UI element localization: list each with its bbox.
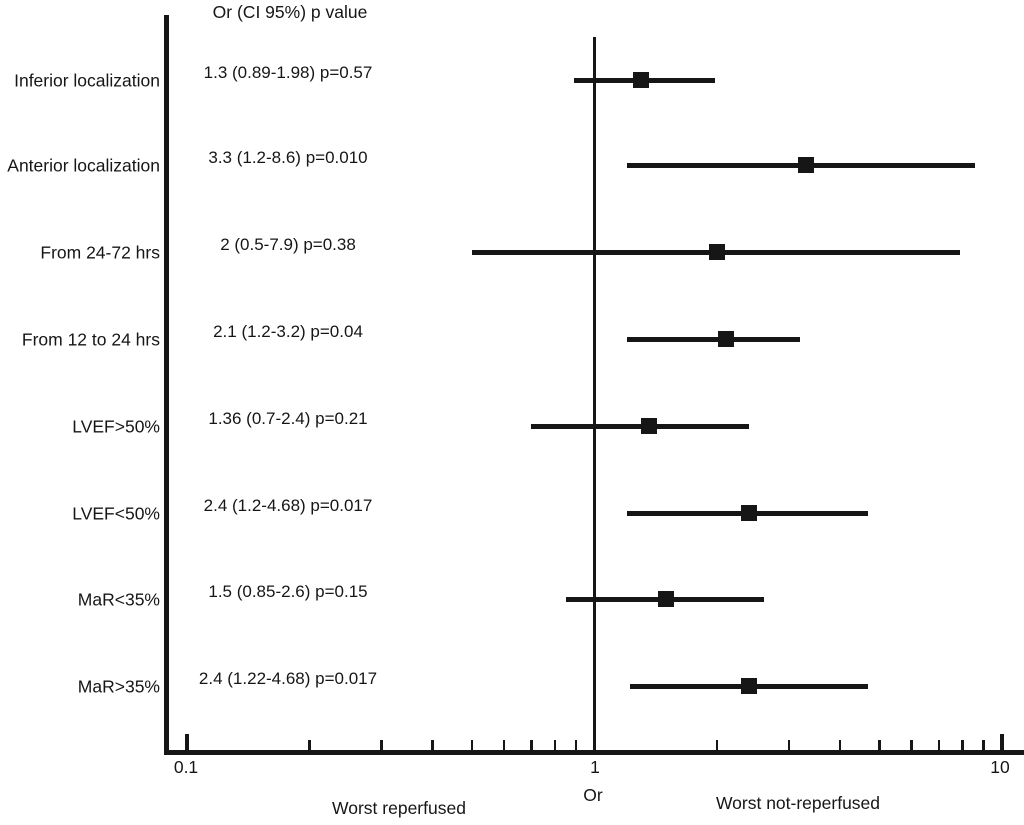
axis-minor-tick <box>937 740 941 751</box>
or-ci-p-text: 1.36 (0.7-2.4) p=0.21 <box>208 409 368 428</box>
direction-label-left: Worst reperfused <box>332 798 466 818</box>
or-marker <box>640 418 657 434</box>
axis-minor-tick <box>470 740 474 751</box>
or-marker <box>632 72 649 88</box>
row-label: MaR>35% <box>77 676 160 697</box>
row-label: From 24-72 hrs <box>40 242 160 263</box>
axis-minor-tick <box>878 740 881 751</box>
axis-minor-tick <box>530 740 533 751</box>
x-tick-label-10: 10 <box>990 757 1010 777</box>
axis-minor-tick <box>961 740 964 751</box>
or-ci-p-text: 2.4 (1.2-4.68) p=0.017 <box>203 496 373 515</box>
or-marker <box>741 678 758 694</box>
or-marker <box>741 505 758 521</box>
row-label: MaR<35% <box>77 589 160 610</box>
axis-minor-tick <box>787 740 791 751</box>
reference-line-or-1 <box>593 37 596 753</box>
x-tick-label-0-1: 0.1 <box>173 757 199 777</box>
or-ci-p-text: 1.3 (0.89-1.98) p=0.57 <box>203 63 373 82</box>
y-axis-line <box>164 15 169 755</box>
or-marker <box>717 331 734 347</box>
or-marker <box>797 157 814 173</box>
axis-minor-tick <box>431 740 434 751</box>
axis-minor-tick <box>553 740 557 751</box>
direction-label-right: Worst not-reperfused <box>715 793 881 813</box>
axis-minor-tick <box>910 740 913 751</box>
x-tick-label-1: 1 <box>590 757 600 777</box>
row-label: Inferior localization <box>14 70 160 91</box>
axis-minor-tick <box>838 740 842 751</box>
axis-minor-tick <box>574 740 578 751</box>
axis-major-tick <box>185 734 189 751</box>
axis-minor-tick <box>715 740 719 751</box>
axis-minor-tick <box>380 740 383 751</box>
axis-minor-tick <box>308 740 311 751</box>
or-marker <box>658 591 675 607</box>
or-marker <box>709 244 726 260</box>
or-ci-p-text: 2.4 (1.22-4.68) p=0.017 <box>198 669 378 688</box>
row-label: LVEF<50% <box>72 503 160 524</box>
or-ci-p-text: 3.3 (1.2-8.6) p=0.010 <box>208 148 368 167</box>
or-ci-p-text: 2.1 (1.2-3.2) p=0.04 <box>213 322 363 341</box>
chart-title: Or (CI 95%) p value <box>212 2 368 22</box>
axis-minor-tick <box>502 740 506 751</box>
axis-minor-tick <box>982 740 985 751</box>
row-label: LVEF>50% <box>72 416 160 437</box>
or-ci-p-text: 2 (0.5-7.9) p=0.38 <box>220 235 356 254</box>
x-axis-title-or: Or <box>583 785 603 805</box>
ci-line <box>626 336 801 342</box>
axis-major-tick <box>1000 734 1004 751</box>
row-label: From 12 to 24 hrs <box>21 329 160 350</box>
row-label: Anterior localization <box>7 155 160 176</box>
ci-line <box>531 423 750 429</box>
or-ci-p-text: 1.5 (0.85-2.6) p=0.15 <box>208 582 368 601</box>
